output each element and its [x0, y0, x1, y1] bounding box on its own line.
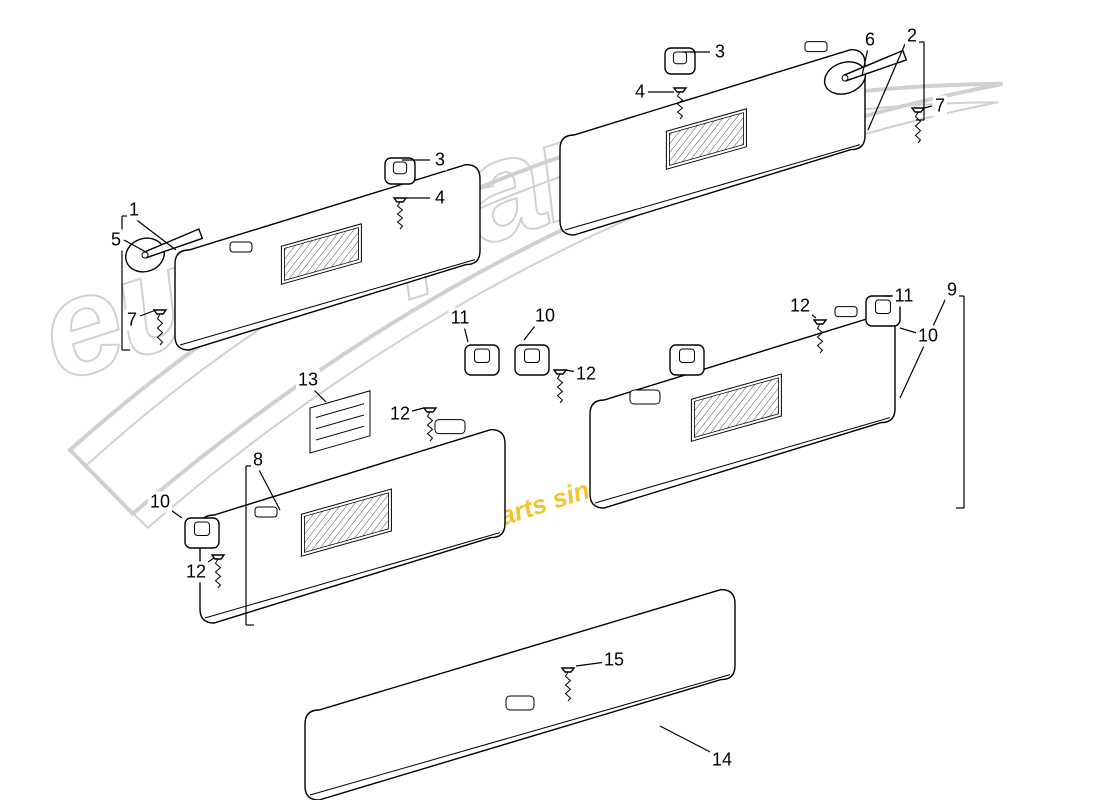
- callout-10: 10: [533, 306, 557, 327]
- callout-13: 13: [296, 370, 320, 391]
- screw-7-right: [912, 108, 924, 143]
- callout-9: 9: [945, 280, 959, 301]
- visor-14-bottom: [305, 590, 735, 800]
- card-13: [310, 391, 370, 453]
- callout-11: 11: [449, 308, 472, 329]
- callout-2: 2: [905, 26, 919, 47]
- visor-9-mid-right: [590, 307, 895, 508]
- callout-6: 6: [863, 30, 877, 51]
- visor-2-top-right: [560, 42, 865, 235]
- callout-12: 12: [574, 364, 598, 385]
- callout-11: 11: [893, 286, 916, 307]
- clip-11-a: [465, 345, 499, 375]
- screw-12-a: [424, 408, 436, 441]
- clip-10-a: [515, 345, 549, 375]
- callout-15: 15: [602, 650, 626, 671]
- callout-4: 4: [633, 82, 647, 103]
- callout-4: 4: [433, 188, 447, 209]
- callout-12: 12: [788, 296, 812, 317]
- callout-7: 7: [933, 96, 947, 117]
- callout-10: 10: [148, 492, 172, 513]
- callout-8: 8: [251, 450, 265, 471]
- clip-10-c: [670, 345, 704, 375]
- callout-3: 3: [433, 150, 447, 171]
- callout-12: 12: [388, 404, 412, 425]
- clip-10-b: [185, 518, 219, 548]
- callout-10: 10: [916, 326, 940, 347]
- screw-12-b: [554, 370, 566, 403]
- callout-14: 14: [710, 750, 734, 771]
- callout-3: 3: [713, 42, 727, 63]
- diagram-svg: [0, 0, 1100, 800]
- screw-7-left: [154, 310, 166, 345]
- callout-5: 5: [109, 230, 123, 251]
- callout-7: 7: [125, 310, 139, 331]
- callout-12: 12: [184, 562, 208, 583]
- diagram-stage: eurospares a passion for parts since 198…: [0, 0, 1100, 800]
- clip-3-left: [385, 158, 415, 184]
- callout-1: 1: [127, 200, 141, 221]
